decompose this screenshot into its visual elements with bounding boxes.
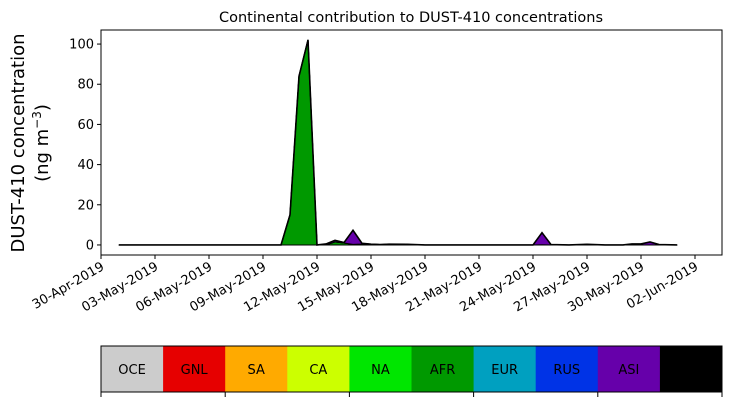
legend-swatch-eur — [473, 346, 537, 392]
area-series-aus — [118, 39, 678, 246]
y-axis-label-line2: (ng m−3) — [30, 104, 53, 182]
legend-label-ca: CA — [309, 363, 327, 378]
total-outline — [119, 39, 678, 246]
legend-swatch-asi — [597, 346, 661, 392]
series-areas — [118, 39, 678, 246]
legend-label-sa: SA — [248, 363, 265, 378]
chart-title: Continental contribution to DUST-410 con… — [219, 10, 603, 26]
legend-label-rus: RUS — [553, 363, 580, 378]
legend-swatch-aus — [659, 346, 723, 392]
y-tick-label: 20 — [77, 198, 94, 213]
y-axis-unit-exponent: −3 — [30, 111, 44, 129]
y-tick-label: 0 — [86, 238, 94, 253]
legend-swatch-ca — [287, 346, 350, 392]
area-series-eur — [118, 39, 678, 246]
color-legend: OCE GNL SA CA NA AFR EUR RUS ASI AUS — [100, 345, 723, 397]
y-tick-label: 80 — [77, 78, 94, 93]
y-axis-label: DUST-410 concentration (ng m−3) — [8, 33, 53, 252]
y-axis-unit-text: (ng m — [32, 129, 53, 182]
legend-swatch-sa — [225, 346, 288, 392]
legend-swatch-gnl — [163, 346, 226, 392]
y-axis: 0 20 40 60 80 100 — [69, 38, 101, 253]
y-axis-label-line1: DUST-410 concentration — [8, 33, 29, 252]
legend-frame — [100, 345, 723, 393]
legend-swatch-rus — [535, 346, 599, 392]
legend-label-gnl: GNL — [181, 363, 209, 378]
plot-frame — [100, 29, 723, 256]
y-tick-label: 100 — [69, 38, 94, 53]
area-series-asi — [118, 39, 678, 246]
y-tick-label: 60 — [77, 118, 94, 133]
legend-label-asi: ASI — [618, 363, 639, 378]
x-axis: 30-Apr-201903-May-201906-May-201909-May-… — [30, 255, 701, 315]
legend-swatch-oce — [101, 346, 164, 392]
legend-swatch-afr — [411, 346, 475, 392]
legend-swatch-na — [349, 346, 412, 392]
legend-label-afr: AFR — [430, 363, 455, 378]
y-axis-unit-close: ) — [32, 104, 53, 111]
legend-label-aus: AUS — [678, 363, 705, 378]
legend-label-oce: OCE — [118, 363, 146, 378]
area-series-afr — [118, 39, 678, 246]
legend-label-eur: EUR — [491, 363, 518, 378]
area-series-rus — [118, 39, 678, 246]
y-tick-label: 40 — [77, 158, 94, 173]
legend-label-na: NA — [371, 363, 390, 378]
